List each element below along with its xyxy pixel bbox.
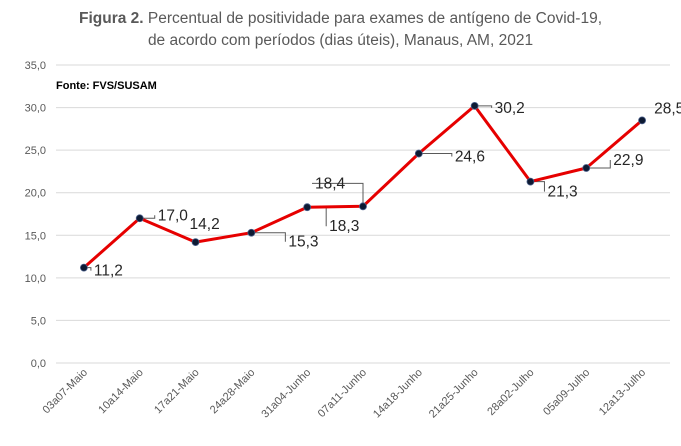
leader-line xyxy=(418,153,453,157)
leader-line xyxy=(307,206,327,227)
data-point xyxy=(359,202,367,211)
data-point xyxy=(303,203,312,212)
data-point xyxy=(582,164,591,172)
chart-title: Figura 2. Percentual de positividade par… xyxy=(0,8,681,52)
y-axis: 0,0 5,0 10,0 15,0 20,0 25,0 30,0 35,0 xyxy=(25,60,46,370)
leader-line xyxy=(312,182,364,207)
data-point xyxy=(414,149,423,158)
leader-line xyxy=(474,105,493,108)
x-tick-label: 14a18-Junho xyxy=(371,367,425,421)
x-axis: 03a07-Maio 10a14-Maio 17a21-Maio 24a28-Maio… xyxy=(40,367,648,421)
data-label: 15,3 xyxy=(288,234,318,251)
x-tick-label: 10a14-Maio xyxy=(96,367,146,417)
data-point xyxy=(135,214,144,223)
y-tick-label: 15,0 xyxy=(25,230,46,242)
data-labels: 11,2 17,014,2 15,3 18,3 18,4 24,6 30,2 21,3 22,9… xyxy=(94,100,681,280)
data-label: 28,5 xyxy=(654,100,681,117)
title-line-2: de acordo com períodos (dias úteis), Man… xyxy=(147,32,534,49)
y-tick-label: 20,0 xyxy=(25,188,46,200)
label-leader-lines xyxy=(83,105,611,271)
x-tick-label: 28a02-Julho xyxy=(485,367,536,418)
y-tick-label: 30,0 xyxy=(25,103,46,115)
x-tick-label: 05a09-Julho xyxy=(541,367,592,418)
x-tick-label: 03a07-Maio xyxy=(40,367,90,417)
source-note: Fonte: FVS/SUSAM xyxy=(56,80,157,92)
data-point xyxy=(526,177,535,186)
data-label: 14,2 xyxy=(190,216,220,233)
y-tick-label: 5,0 xyxy=(31,315,46,327)
y-tick-label: 25,0 xyxy=(25,145,46,157)
y-tick-label: 10,0 xyxy=(25,273,46,285)
x-tick-label: 17a21-Maio xyxy=(152,367,202,417)
data-label: 24,6 xyxy=(455,149,485,166)
series-line-group xyxy=(80,101,646,272)
data-label: 30,2 xyxy=(495,100,525,117)
data-point xyxy=(247,228,256,237)
x-tick-label: 31a04-Junho xyxy=(259,367,313,421)
data-point xyxy=(191,238,200,246)
data-label: 21,3 xyxy=(547,184,577,201)
data-label: 18,3 xyxy=(329,218,359,235)
data-point xyxy=(470,101,479,110)
leader-line xyxy=(251,232,286,242)
title-figure-label: Figura 2. xyxy=(78,10,144,27)
y-tick-label: 35,0 xyxy=(25,60,46,72)
data-label: 11,2 xyxy=(94,263,123,280)
x-tick-label: 07a11-Junho xyxy=(316,367,369,420)
data-label: 18,4 xyxy=(315,175,346,192)
data-label: 17,0 xyxy=(158,207,189,224)
x-tick-label: 24a28-Maio xyxy=(208,367,258,417)
data-point xyxy=(638,116,646,125)
title-line-1: Percentual de positividade para exames d… xyxy=(147,10,603,27)
data-label: 22,9 xyxy=(613,152,643,169)
y-tick-label: 0,0 xyxy=(31,358,46,370)
leader-line xyxy=(586,160,611,169)
data-point xyxy=(80,263,88,272)
x-tick-label: 21a25-Junho xyxy=(427,367,481,421)
leader-line xyxy=(139,215,156,219)
x-tick-label: 12a13-Julho xyxy=(597,367,648,418)
gridlines xyxy=(56,64,670,364)
